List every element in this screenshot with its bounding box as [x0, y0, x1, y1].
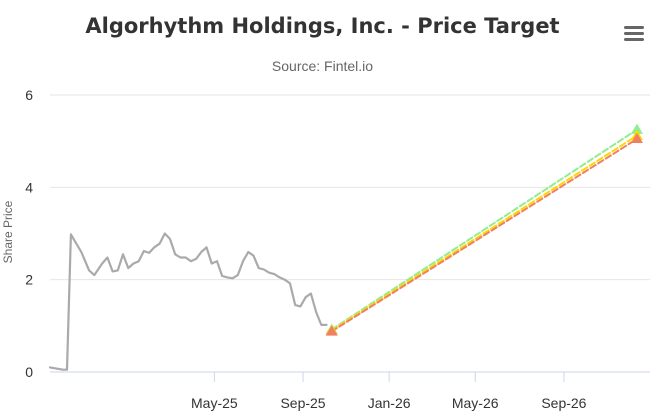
menu-bar: [624, 32, 644, 35]
x-tick-label: May-26: [452, 395, 499, 411]
hamburger-menu-icon[interactable]: [620, 22, 648, 46]
x-tick-label: Sep-26: [541, 395, 586, 411]
y-tick-label: 4: [25, 179, 33, 195]
y-tick-label: 0: [25, 364, 33, 380]
data-point-marker: [630, 132, 643, 144]
menu-bar: [624, 26, 644, 29]
x-tick-label: Jan-26: [368, 395, 411, 411]
data-point-marker: [325, 325, 338, 336]
y-tick-label: 2: [25, 272, 33, 288]
series-line-share-price: [48, 232, 328, 371]
marker-layer: [325, 123, 643, 336]
y-tick-label: 6: [25, 87, 33, 103]
series-layer: [48, 128, 638, 371]
chart-subtitle: Source: Fintel.io: [271, 58, 374, 74]
chart-title: Algorhythm Holdings, Inc. - Price Target: [85, 14, 560, 38]
axes-layer: 0 2 4 6 May-25 Sep-25 Jan-26 May-26 Sep-26: [25, 87, 650, 411]
data-point-marker: [630, 123, 643, 134]
x-tick-label: May-25: [191, 395, 238, 411]
series-line-average: [330, 134, 638, 332]
menu-bar: [624, 38, 644, 41]
x-tick-label: Sep-25: [280, 395, 325, 411]
y-axis-label: Share Price: [1, 200, 15, 263]
series-line-low: [330, 137, 638, 333]
series-line-high: [330, 128, 638, 331]
